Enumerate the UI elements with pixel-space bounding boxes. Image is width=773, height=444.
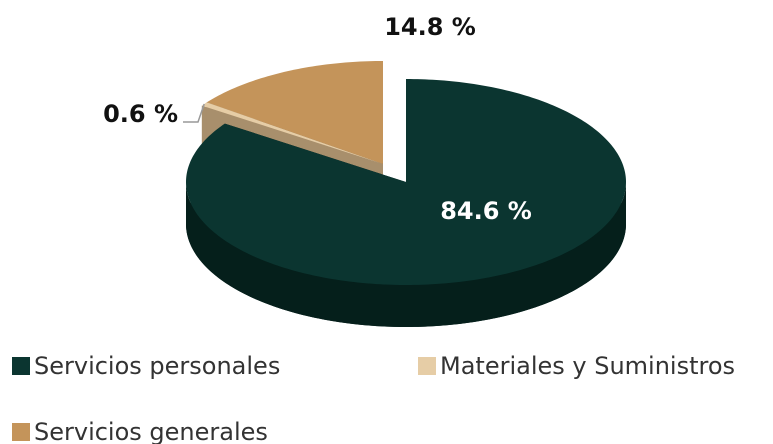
slice	[206, 61, 383, 164]
data-label: 84.6 %	[440, 197, 532, 225]
slice-group	[186, 79, 626, 327]
data-label: 0.6 %	[103, 100, 178, 128]
legend-label: Materiales y Suministros	[440, 352, 735, 380]
slice	[186, 79, 626, 285]
legend-swatch	[12, 357, 30, 375]
slice-side	[186, 182, 626, 327]
leader-line	[183, 103, 205, 123]
data-label: 14.8 %	[384, 13, 476, 41]
slice	[201, 102, 383, 164]
legend-swatch	[418, 357, 436, 375]
legend-swatch	[12, 423, 30, 441]
legend-label: Servicios generales	[34, 418, 268, 444]
legend-label: Servicios personales	[34, 352, 280, 380]
